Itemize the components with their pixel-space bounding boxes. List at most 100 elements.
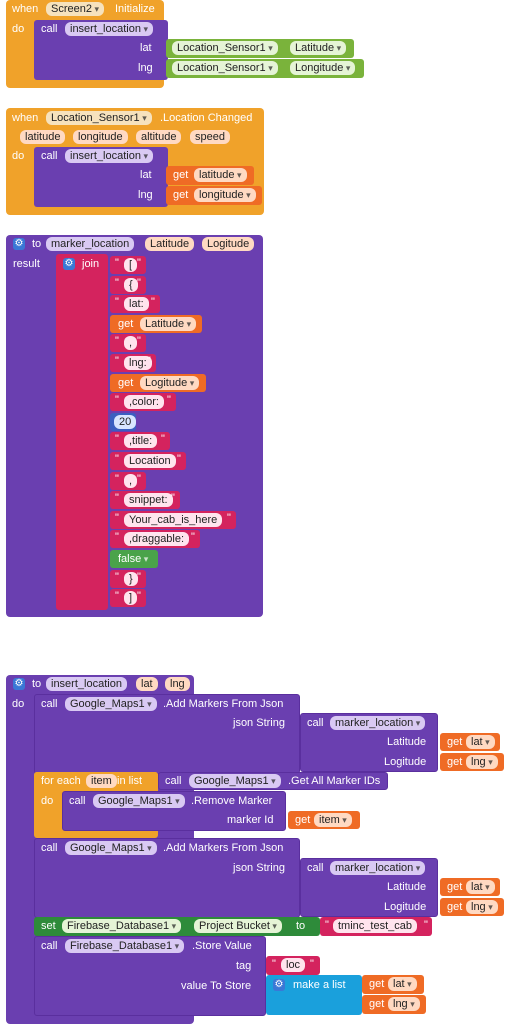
variable-dropdown-latitude[interactable]: latitude xyxy=(194,168,247,182)
do-keyword-2: do xyxy=(12,150,25,162)
variable-dropdown-longitude[interactable]: longitude xyxy=(194,188,256,202)
param-logitude-3[interactable]: Logitude xyxy=(202,237,255,251)
quote-close-icon: " xyxy=(137,472,141,485)
quote-close-icon: " xyxy=(227,511,231,524)
gear-icon-list[interactable]: ⚙ xyxy=(273,979,285,991)
quote-open-icon: " xyxy=(115,590,119,603)
call-keyword-4i: call xyxy=(41,940,58,952)
do-keyword-4: do xyxy=(12,698,25,710)
var-item-dropdown[interactable]: item xyxy=(314,813,352,827)
when-keyword-2: when xyxy=(12,112,39,124)
quote-open-icon: " xyxy=(115,492,119,505)
marker-location-dropdown-1[interactable]: marker_location xyxy=(330,716,426,730)
sensor-component-dropdown[interactable]: Location_Sensor1 xyxy=(172,41,278,55)
text-literal-value[interactable]: } xyxy=(124,571,138,586)
text-literal-value[interactable]: Your_cab_is_here xyxy=(124,512,223,527)
text-literal-value[interactable]: { xyxy=(124,277,138,292)
call-keyword-4a: call xyxy=(41,698,58,710)
arg-lat-label: lat xyxy=(140,42,152,54)
text-literal-value[interactable]: ,color: xyxy=(124,395,164,410)
gear-icon-insert[interactable]: ⚙ xyxy=(13,678,25,690)
param-lng-4[interactable]: lng xyxy=(165,677,190,691)
param-latitude-3[interactable]: Latitude xyxy=(145,237,195,251)
param-altitude[interactable]: altitude xyxy=(136,130,182,144)
remove-marker-method: .Remove Marker xyxy=(191,795,273,807)
quote-close-icon: " xyxy=(191,531,195,544)
text-literal-value[interactable]: ] xyxy=(124,591,138,606)
text-literal-value[interactable]: snippet: xyxy=(124,493,173,508)
gear-icon[interactable]: ⚙ xyxy=(13,238,25,250)
call-keyword: call xyxy=(41,23,58,35)
param-longitude[interactable]: longitude xyxy=(73,130,128,144)
procedure-dropdown[interactable]: insert_location xyxy=(65,22,153,36)
logitude-arg-label-2: Logitude xyxy=(384,901,427,913)
join-block[interactable] xyxy=(56,254,108,610)
latitude-arg-label-2: Latitude xyxy=(387,881,427,893)
component-dropdown-2[interactable]: Location_Sensor1 xyxy=(46,111,152,125)
quote-open-icon: " xyxy=(115,531,119,544)
text-literal-value[interactable]: lat: xyxy=(124,297,149,312)
var-lat-dropdown-2[interactable]: lat xyxy=(466,880,495,894)
sensor-property-dropdown-2[interactable]: Longitude xyxy=(290,61,356,75)
gear-icon-join[interactable]: ⚙ xyxy=(63,258,75,270)
sensor-component-dropdown-2[interactable]: Location_Sensor1 xyxy=(172,61,278,75)
text-literal-value[interactable]: , xyxy=(124,473,138,488)
procedure-name-insert[interactable]: insert_location xyxy=(46,677,127,691)
quote-open-icon: " xyxy=(115,335,119,348)
quote-close-icon: " xyxy=(137,276,141,289)
to-keyword-4: to xyxy=(32,678,42,690)
param-speed[interactable]: speed xyxy=(190,130,230,144)
firebase-dropdown-2[interactable]: Firebase_Database1 xyxy=(65,939,185,953)
variable-dropdown[interactable]: Latitude xyxy=(140,316,197,331)
get-all-ids-method: .Get All Marker IDs xyxy=(288,775,381,787)
text-literal-value[interactable]: ,draggable: xyxy=(124,532,190,547)
var-lng-dropdown-1[interactable]: lng xyxy=(466,755,498,769)
call-keyword-2: call xyxy=(41,150,58,162)
json-string-label: json String xyxy=(233,717,285,729)
procedure-name-field[interactable]: marker_location xyxy=(46,237,135,251)
quote-close-icon: " xyxy=(137,257,141,269)
quote-open-icon: " xyxy=(115,355,119,367)
var-lat-dropdown-3[interactable]: lat xyxy=(388,977,417,991)
text-literal-value[interactable]: lng: xyxy=(124,356,152,370)
param-latitude[interactable]: latitude xyxy=(20,130,66,144)
get-keyword: get xyxy=(173,169,189,181)
get-keyword: get xyxy=(118,376,134,389)
marker-id-label: marker Id xyxy=(227,814,274,826)
item-variable-field[interactable]: item xyxy=(86,774,117,788)
text-literal-value[interactable]: ,title: xyxy=(124,434,158,449)
text-literal-value[interactable]: [ xyxy=(124,258,138,272)
arg-lat-label-2: lat xyxy=(140,169,152,181)
make-a-list-keyword: make a list xyxy=(293,979,346,991)
param-lat-4[interactable]: lat xyxy=(136,677,158,691)
call-keyword-4d: call xyxy=(69,795,86,807)
boolean-dropdown[interactable]: false xyxy=(118,553,148,565)
number-literal-value[interactable]: 20 xyxy=(114,414,137,429)
quote-open-icon: " xyxy=(115,570,119,583)
maps-dropdown-1[interactable]: Google_Maps1 xyxy=(65,697,157,711)
quote-open-icon: " xyxy=(115,453,119,465)
maps-dropdown-3[interactable]: Google_Maps1 xyxy=(93,794,185,808)
quote-close-icon: " xyxy=(137,570,141,583)
arg-lng-label: lng xyxy=(138,62,153,74)
maps-dropdown-4[interactable]: Google_Maps1 xyxy=(65,841,157,855)
variable-dropdown[interactable]: Logitude xyxy=(140,375,200,390)
firebase-dropdown-1[interactable]: Firebase_Database1 xyxy=(62,919,182,933)
maps-dropdown-2[interactable]: Google_Maps1 xyxy=(189,774,281,788)
var-lng-dropdown-2[interactable]: lng xyxy=(466,900,498,914)
var-lat-dropdown-1[interactable]: lat xyxy=(466,735,495,749)
text-literal-value[interactable]: Location xyxy=(124,454,176,468)
component-dropdown[interactable]: Screen2 xyxy=(46,2,105,16)
marker-location-dropdown-2[interactable]: marker_location xyxy=(330,861,426,875)
text-tminc-value[interactable]: tminc_test_cab xyxy=(333,919,417,933)
text-loc-value[interactable]: loc xyxy=(281,958,306,972)
sensor-property-dropdown[interactable]: Latitude xyxy=(290,41,347,55)
property-dropdown-bucket[interactable]: Project Bucket xyxy=(194,919,282,933)
event-name: Initialize xyxy=(115,3,155,15)
procedure-dropdown-2[interactable]: insert_location xyxy=(65,149,153,163)
quote-close-icon-2: " xyxy=(310,958,314,970)
quote-open-icon-2: " xyxy=(272,958,276,970)
tag-label: tag xyxy=(236,960,252,972)
text-literal-value[interactable]: , xyxy=(124,336,138,351)
var-lng-dropdown-3[interactable]: lng xyxy=(388,997,420,1011)
